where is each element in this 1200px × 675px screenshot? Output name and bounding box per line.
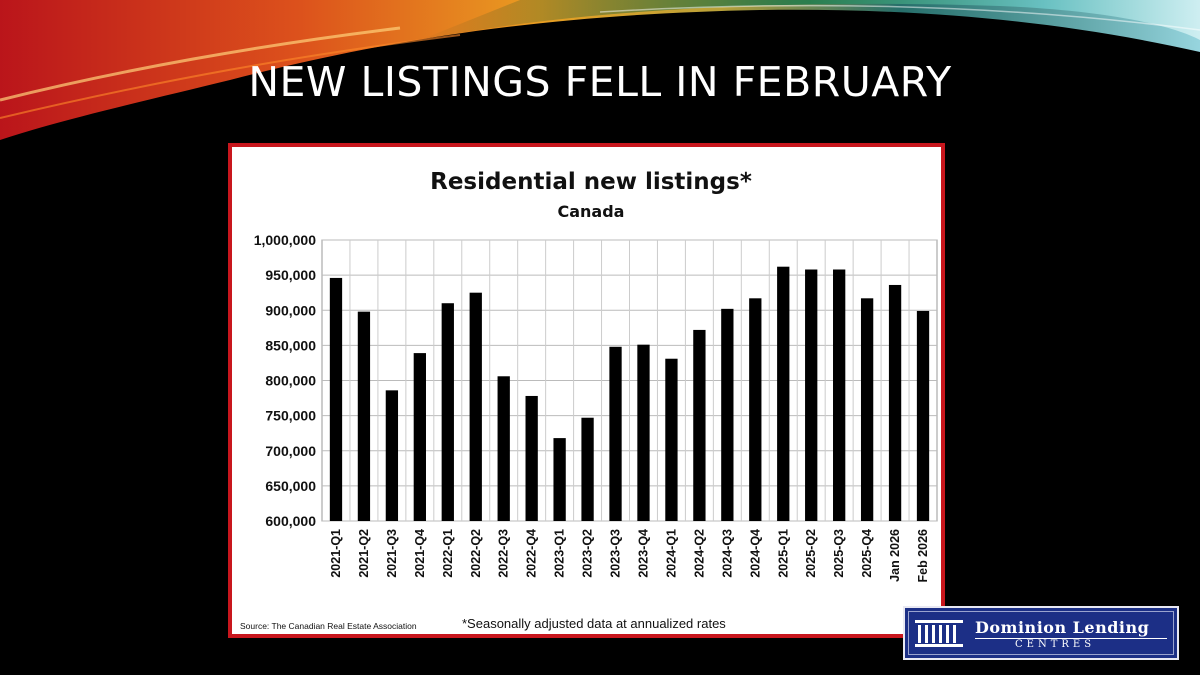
y-tick-label: 850,000 xyxy=(265,337,316,353)
bar-2025-q4 xyxy=(860,298,874,521)
bar-2025-q2 xyxy=(805,269,818,521)
chart-title: Residential new listings* xyxy=(430,169,752,195)
bar-2022-q4 xyxy=(525,395,538,521)
y-axis-ticks: 1,000,000 950,000 900,000 850,000 800,000 750… xyxy=(254,232,317,529)
logo-line2: CENTRES xyxy=(1015,639,1096,650)
x-tick-label: 2025-Q2 xyxy=(804,529,818,578)
bar-2023-q1 xyxy=(553,438,566,521)
bar-2023-q4 xyxy=(637,344,650,521)
x-tick-label: 2022-Q3 xyxy=(497,529,511,578)
x-tick-label: 2024-Q4 xyxy=(748,529,762,578)
x-tick-label: 2023-Q3 xyxy=(609,529,623,578)
x-tick-label: 2024-Q3 xyxy=(720,529,734,578)
x-tick-label: 2022-Q4 xyxy=(525,529,539,578)
slide-title: NEW LISTINGS FELL IN FEBRUARY xyxy=(248,58,952,106)
logo-border xyxy=(908,611,1174,655)
x-tick-label: 2025-Q4 xyxy=(860,529,874,578)
chart-source: Source: The Canadian Real Estate Associa… xyxy=(240,621,417,631)
bar-2024-q3 xyxy=(721,308,734,521)
x-tick-label: 2025-Q1 xyxy=(776,529,790,578)
x-tick-label: 2022-Q1 xyxy=(441,529,455,578)
chart-frame: Residential new listings* Canada 1,000,0… xyxy=(228,143,945,638)
y-tick-label: 650,000 xyxy=(265,478,316,494)
bar-2023-q2 xyxy=(581,417,594,521)
x-tick-label: 2024-Q1 xyxy=(664,529,678,578)
bar-jan-2026 xyxy=(888,284,902,521)
x-axis-ticks: 2021-Q1 2021-Q2 2021-Q3 2021-Q4 2022-Q1 2022-… xyxy=(329,529,930,583)
x-tick-label: 2025-Q3 xyxy=(832,529,846,578)
y-tick-label: 750,000 xyxy=(265,408,316,424)
bar-2022-q1 xyxy=(441,303,454,521)
building-columns-icon xyxy=(915,620,963,647)
x-tick-label: 2024-Q2 xyxy=(692,529,706,578)
bar-2023-q3 xyxy=(609,346,622,521)
x-tick-label: 2021-Q2 xyxy=(357,529,371,578)
x-tick-label: 2021-Q1 xyxy=(329,529,343,578)
y-tick-label: 950,000 xyxy=(265,267,316,283)
x-tick-label: 2023-Q4 xyxy=(636,529,650,578)
x-tick-label: 2023-Q1 xyxy=(553,529,567,578)
bar-2021-q3 xyxy=(385,390,399,521)
x-tick-label: Feb 2026 xyxy=(916,529,930,583)
y-tick-label: 800,000 xyxy=(265,373,316,389)
logo-rule xyxy=(975,638,1167,639)
bar-2022-q2 xyxy=(469,292,482,521)
bar-2025-q3 xyxy=(833,269,846,521)
bar-feb-2026 xyxy=(916,310,930,521)
bar-2022-q3 xyxy=(497,376,510,521)
bar-2021-q4 xyxy=(413,353,426,521)
y-tick-label: 700,000 xyxy=(265,443,316,459)
logo-line1: Dominion Lending xyxy=(975,618,1150,637)
decorative-banner xyxy=(0,0,1200,140)
x-tick-label: 2022-Q2 xyxy=(469,529,483,578)
bar-chart: Residential new listings* Canada 1,000,0… xyxy=(240,169,938,631)
dominion-lending-logo: Dominion Lending CENTRES xyxy=(903,606,1179,660)
x-tick-label: 2023-Q2 xyxy=(581,529,595,578)
chart-subtitle: Canada xyxy=(558,202,625,221)
chart-footnote: *Seasonally adjusted data at annualized … xyxy=(462,616,726,631)
bars xyxy=(329,266,930,521)
bar-2024-q4 xyxy=(749,298,762,521)
bar-2021-q2 xyxy=(357,311,371,521)
x-tick-label: 2021-Q4 xyxy=(413,529,427,578)
y-tick-label: 600,000 xyxy=(265,513,316,529)
bar-2024-q1 xyxy=(665,358,678,521)
x-tick-label: 2021-Q3 xyxy=(385,529,399,578)
bar-2021-q1 xyxy=(329,277,343,521)
y-tick-label: 900,000 xyxy=(265,302,316,318)
bar-2025-q1 xyxy=(777,266,790,521)
bar-2024-q2 xyxy=(693,329,706,521)
x-tick-label: Jan 2026 xyxy=(888,529,902,582)
y-tick-label: 1,000,000 xyxy=(254,232,316,248)
